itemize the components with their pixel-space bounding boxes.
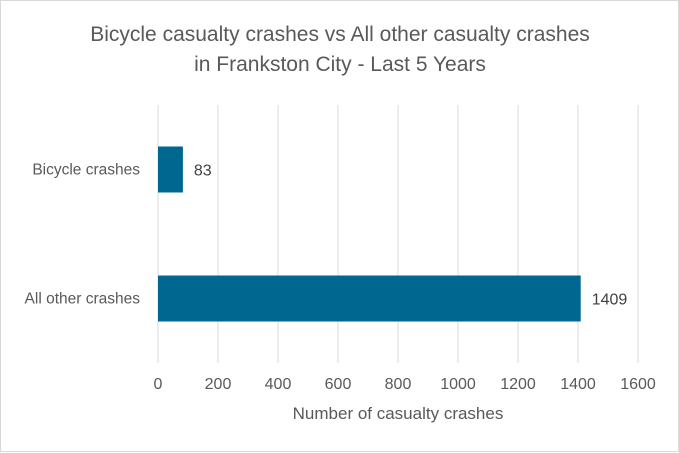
gridlines: [157, 105, 639, 363]
x-tick-label: 800: [385, 376, 412, 393]
chart-title-line-2: in Frankston City - Last 5 Years: [194, 53, 486, 76]
category-label: All other crashes: [25, 291, 141, 308]
x-tick-label: 1400: [560, 376, 596, 393]
data-label: 83: [194, 163, 212, 180]
x-tick-label: 1200: [500, 376, 536, 393]
x-axis-title: Number of casualty crashes: [293, 404, 504, 423]
x-tick-label: 1000: [440, 376, 476, 393]
x-tick-label: 400: [265, 376, 292, 393]
bars: [158, 146, 581, 322]
bar: [158, 275, 581, 322]
x-tick-label: 0: [154, 376, 163, 393]
bar: [158, 146, 183, 193]
x-tick-label: 200: [205, 376, 232, 393]
chart-title-line-1: Bicycle casualty crashes vs All other ca…: [90, 23, 590, 46]
data-label: 1409: [592, 292, 628, 309]
labels: 0 200 400 600 800 1000 1200 1400 1600 Bicycle cra…: [25, 162, 656, 394]
x-tick-label: 600: [325, 376, 352, 393]
category-label: Bicycle crashes: [32, 162, 140, 179]
x-tick-label: 1600: [620, 376, 656, 393]
